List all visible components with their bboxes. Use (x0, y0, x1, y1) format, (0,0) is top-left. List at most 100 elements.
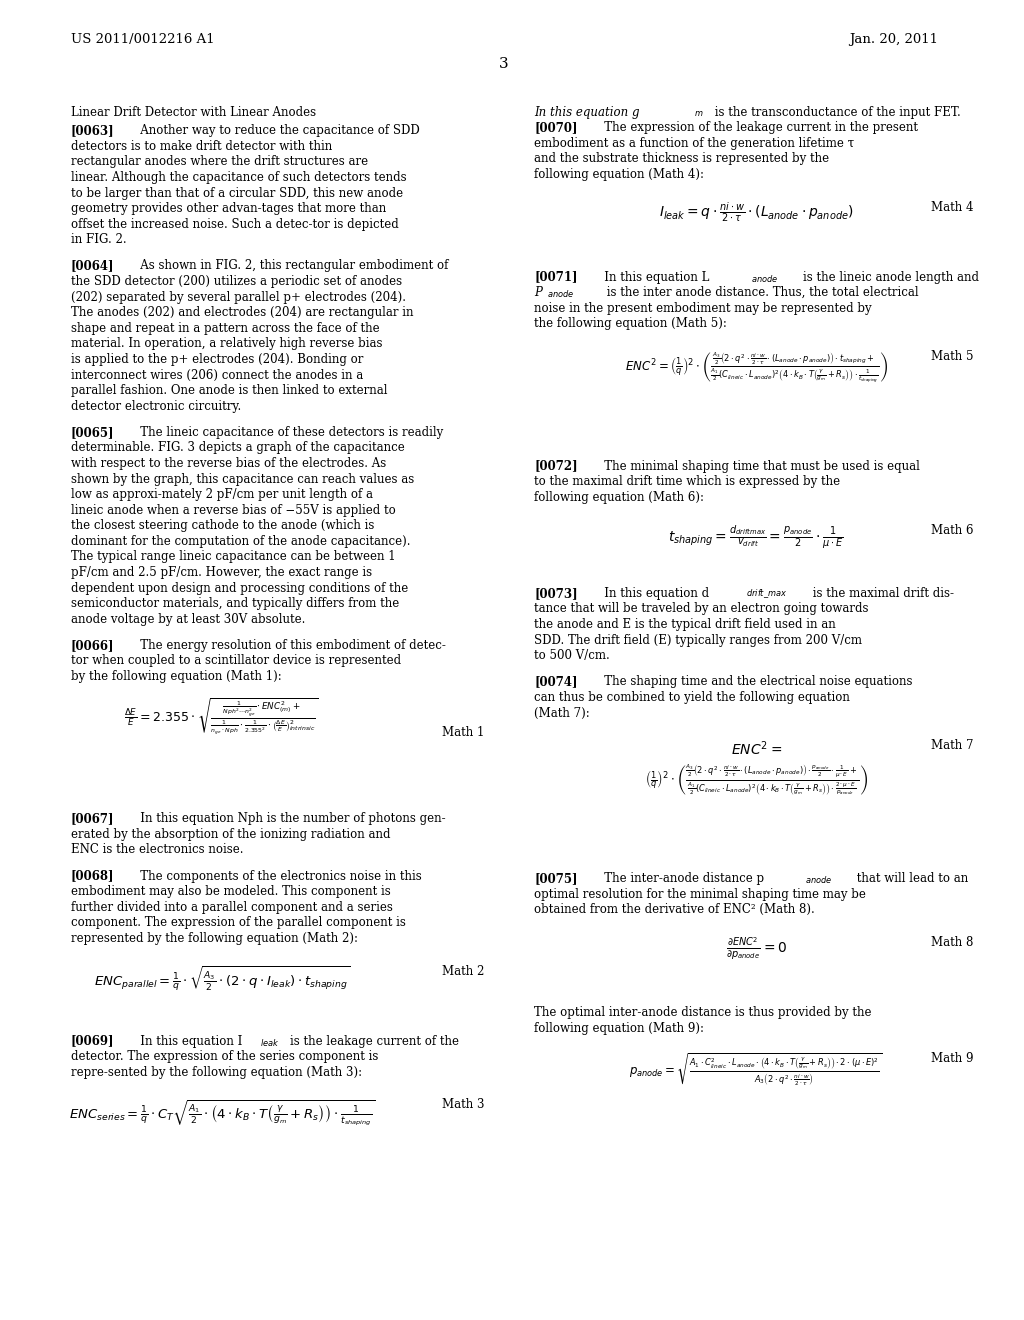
Text: following equation (Math 6):: following equation (Math 6): (535, 491, 705, 504)
Text: Math 8: Math 8 (931, 936, 973, 949)
Text: [0069]: [0069] (71, 1035, 114, 1048)
Text: detectors is to make drift detector with thin: detectors is to make drift detector with… (71, 140, 332, 153)
Text: [0067]: [0067] (71, 812, 114, 825)
Text: noise in the present embodiment may be represented by: noise in the present embodiment may be r… (535, 302, 872, 314)
Text: [0075]: [0075] (535, 873, 578, 886)
Text: to be larger than that of a circular SDD, this new anode: to be larger than that of a circular SDD… (71, 186, 402, 199)
Text: interconnect wires (206) connect the anodes in a: interconnect wires (206) connect the ano… (71, 368, 362, 381)
Text: As shown in FIG. 2, this rectangular embodiment of: As shown in FIG. 2, this rectangular emb… (129, 260, 449, 272)
Text: offset the increased noise. Such a detec-tor is depicted: offset the increased noise. Such a detec… (71, 218, 398, 231)
Text: is the lineic anode length and: is the lineic anode length and (803, 271, 979, 284)
Text: further divided into a parallel component and a series: further divided into a parallel componen… (71, 900, 392, 913)
Text: determinable. FIG. 3 depicts a graph of the capacitance: determinable. FIG. 3 depicts a graph of … (71, 441, 404, 454)
Text: is the maximal drift dis-: is the maximal drift dis- (809, 587, 953, 599)
Text: to 500 V/cm.: to 500 V/cm. (535, 649, 610, 663)
Text: represented by the following equation (Math 2):: represented by the following equation (M… (71, 932, 357, 945)
Text: is the leakage current of the: is the leakage current of the (291, 1035, 460, 1048)
Text: $_{anode}$: $_{anode}$ (752, 271, 778, 284)
Text: component. The expression of the parallel component is: component. The expression of the paralle… (71, 916, 406, 929)
Text: low as approxi-mately 2 pF/cm per unit length of a: low as approxi-mately 2 pF/cm per unit l… (71, 488, 373, 502)
Text: dependent upon design and processing conditions of the: dependent upon design and processing con… (71, 582, 408, 594)
Text: The optimal inter-anode distance is thus provided by the: The optimal inter-anode distance is thus… (535, 1006, 871, 1019)
Text: $p_{anode} = \sqrt{\frac{A_1 \cdot C_{lineic}^2 \cdot L_{anode} \cdot \left(4 \c: $p_{anode} = \sqrt{\frac{A_1 \cdot C_{li… (630, 1052, 883, 1088)
Text: SDD. The drift field (E) typically ranges from 200 V/cm: SDD. The drift field (E) typically range… (535, 634, 862, 647)
Text: $ENC_{series} = \frac{1}{q} \cdot C_T \sqrt{\frac{A_1}{2} \cdot \left(4 \cdot k_: $ENC_{series} = \frac{1}{q} \cdot C_T \s… (69, 1098, 375, 1127)
Text: $\frac{\Delta E}{E} = 2.355 \cdot \sqrt{\frac{\frac{1}{Nph^2 \cdots n_{ge}^2} \c: $\frac{\Delta E}{E} = 2.355 \cdot \sqrt{… (124, 696, 319, 737)
Text: material. In operation, a relatively high reverse bias: material. In operation, a relatively hig… (71, 338, 382, 350)
Text: is the transconductance of the input FET.: is the transconductance of the input FET… (711, 106, 961, 119)
Text: $I_{leak} = q \cdot \frac{ni \cdot w}{2 \cdot \tau} \cdot (L_{anode} \cdot p_{an: $I_{leak} = q \cdot \frac{ni \cdot w}{2 … (658, 201, 854, 224)
Text: Jan. 20, 2011: Jan. 20, 2011 (849, 33, 938, 46)
Text: embodiment may also be modeled. This component is: embodiment may also be modeled. This com… (71, 886, 390, 898)
Text: 3: 3 (500, 57, 509, 71)
Text: embodiment as a function of the generation lifetime τ: embodiment as a function of the generati… (535, 137, 855, 149)
Text: [0063]: [0063] (71, 124, 115, 137)
Text: The typical range lineic capacitance can be between 1: The typical range lineic capacitance can… (71, 550, 395, 564)
Text: the following equation (Math 5):: the following equation (Math 5): (535, 317, 727, 330)
Text: optimal resolution for the minimal shaping time may be: optimal resolution for the minimal shapi… (535, 888, 866, 900)
Text: semiconductor materials, and typically differs from the: semiconductor materials, and typically d… (71, 597, 398, 610)
Text: In this equation d: In this equation d (593, 587, 709, 599)
Text: [0064]: [0064] (71, 260, 114, 272)
Text: $_{anode}$: $_{anode}$ (547, 286, 573, 300)
Text: The inter-anode distance p: The inter-anode distance p (593, 873, 764, 886)
Text: tance that will be traveled by an electron going towards: tance that will be traveled by an electr… (535, 602, 869, 615)
Text: by the following equation (Math 1):: by the following equation (Math 1): (71, 671, 282, 682)
Text: linear. Although the capacitance of such detectors tends: linear. Although the capacitance of such… (71, 172, 407, 183)
Text: $t_{shaping} = \frac{d_{driftmax}}{v_{drift}} = \frac{p_{anode}}{2} \cdot \frac{: $t_{shaping} = \frac{d_{driftmax}}{v_{dr… (669, 524, 844, 550)
Text: detector electronic circuitry.: detector electronic circuitry. (71, 400, 241, 413)
Text: in FIG. 2.: in FIG. 2. (71, 234, 126, 247)
Text: Linear Drift Detector with Linear Anodes: Linear Drift Detector with Linear Anodes (71, 106, 315, 119)
Text: Math 6: Math 6 (931, 524, 973, 536)
Text: pF/cm and 2.5 pF/cm. However, the exact range is: pF/cm and 2.5 pF/cm. However, the exact … (71, 566, 372, 579)
Text: parallel fashion. One anode is then linked to external: parallel fashion. One anode is then link… (71, 384, 387, 397)
Text: detector. The expression of the series component is: detector. The expression of the series c… (71, 1051, 378, 1063)
Text: $\left(\frac{1}{q}\right)^2 \cdot \left(\frac{\frac{A_3}{2}\left(2 \cdot q^2 \cd: $\left(\frac{1}{q}\right)^2 \cdot \left(… (645, 763, 867, 797)
Text: The expression of the leakage current in the present: The expression of the leakage current in… (593, 121, 918, 135)
Text: [0073]: [0073] (535, 587, 579, 599)
Text: that will lead to an: that will lead to an (853, 873, 969, 886)
Text: $_m$: $_m$ (693, 106, 703, 119)
Text: Another way to reduce the capacitance of SDD: Another way to reduce the capacitance of… (129, 124, 420, 137)
Text: Math 5: Math 5 (931, 350, 973, 363)
Text: can thus be combined to yield the following equation: can thus be combined to yield the follow… (535, 690, 850, 704)
Text: the closest steering cathode to the anode (which is: the closest steering cathode to the anod… (71, 519, 374, 532)
Text: The lineic capacitance of these detectors is readily: The lineic capacitance of these detector… (129, 426, 443, 438)
Text: repre-sented by the following equation (Math 3):: repre-sented by the following equation (… (71, 1065, 361, 1078)
Text: and the substrate thickness is represented by the: and the substrate thickness is represent… (535, 152, 829, 165)
Text: [0066]: [0066] (71, 639, 114, 652)
Text: erated by the absorption of the ionizing radiation and: erated by the absorption of the ionizing… (71, 828, 390, 841)
Text: Math 9: Math 9 (931, 1052, 973, 1064)
Text: following equation (Math 9):: following equation (Math 9): (535, 1022, 705, 1035)
Text: [0068]: [0068] (71, 870, 114, 883)
Text: US 2011/0012216 A1: US 2011/0012216 A1 (71, 33, 214, 46)
Text: In this equation g: In this equation g (535, 106, 640, 119)
Text: following equation (Math 4):: following equation (Math 4): (535, 168, 705, 181)
Text: P: P (535, 286, 543, 300)
Text: anode voltage by at least 30V absolute.: anode voltage by at least 30V absolute. (71, 612, 305, 626)
Text: $ENC^2 = \left(\frac{1}{q}\right)^2 \cdot \left(\frac{\frac{A_3}{2}\left(2 \cdot: $ENC^2 = \left(\frac{1}{q}\right)^2 \cdo… (625, 350, 888, 385)
Text: Math 7: Math 7 (931, 739, 973, 752)
Text: [0065]: [0065] (71, 426, 114, 438)
Text: The shaping time and the electrical noise equations: The shaping time and the electrical nois… (593, 676, 912, 688)
Text: $_{drift\_max}$: $_{drift\_max}$ (746, 587, 787, 599)
Text: The minimal shaping time that must be used is equal: The minimal shaping time that must be us… (593, 459, 920, 473)
Text: ENC is the electronics noise.: ENC is the electronics noise. (71, 843, 243, 857)
Text: [0072]: [0072] (535, 459, 579, 473)
Text: tor when coupled to a scintillator device is represented: tor when coupled to a scintillator devic… (71, 655, 400, 668)
Text: [0071]: [0071] (535, 271, 578, 284)
Text: The anodes (202) and electrodes (204) are rectangular in: The anodes (202) and electrodes (204) ar… (71, 306, 413, 319)
Text: to the maximal drift time which is expressed by the: to the maximal drift time which is expre… (535, 475, 841, 488)
Text: The energy resolution of this embodiment of detec-: The energy resolution of this embodiment… (129, 639, 445, 652)
Text: Math 3: Math 3 (441, 1098, 484, 1111)
Text: In this equation Nph is the number of photons gen-: In this equation Nph is the number of ph… (129, 812, 445, 825)
Text: obtained from the derivative of ENC² (Math 8).: obtained from the derivative of ENC² (Ma… (535, 903, 815, 916)
Text: the SDD detector (200) utilizes a periodic set of anodes: the SDD detector (200) utilizes a period… (71, 275, 401, 288)
Text: The components of the electronics noise in this: The components of the electronics noise … (129, 870, 422, 883)
Text: $_{leak}$: $_{leak}$ (260, 1035, 280, 1048)
Text: shape and repeat in a pattern across the face of the: shape and repeat in a pattern across the… (71, 322, 379, 335)
Text: is applied to the p+ electrodes (204). Bonding or: is applied to the p+ electrodes (204). B… (71, 352, 362, 366)
Text: Math 2: Math 2 (441, 965, 484, 978)
Text: the anode and E is the typical drift field used in an: the anode and E is the typical drift fie… (535, 618, 837, 631)
Text: dominant for the computation of the anode capacitance).: dominant for the computation of the anod… (71, 535, 410, 548)
